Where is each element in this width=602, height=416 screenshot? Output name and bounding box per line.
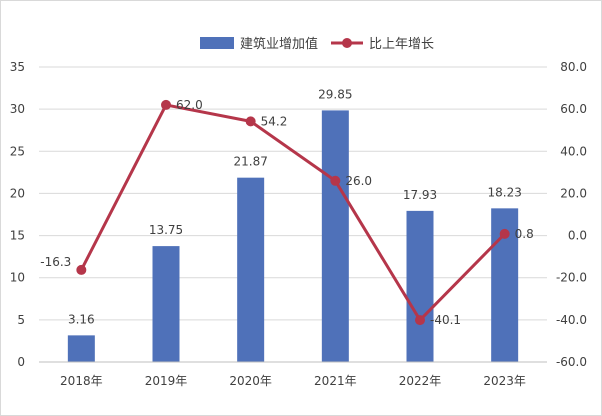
y-left-tick-label: 35 [10, 60, 25, 74]
x-tick-label: 2019年 [145, 374, 188, 388]
grid-lines [39, 66, 547, 363]
y-right-tick-label: 60.0 [560, 102, 587, 116]
y-right-tick-label: -20.0 [556, 271, 587, 285]
bar-value-label: 3.16 [68, 312, 95, 326]
growth-value-label: 54.2 [261, 114, 288, 128]
y-left-tick-label: 10 [10, 271, 25, 285]
y-right-tick-label: -60.0 [556, 355, 587, 369]
y-left-tick-label: 5 [17, 313, 25, 327]
x-tick-label: 2020年 [229, 374, 272, 388]
y-left-tick-label: 0 [17, 355, 25, 369]
growth-value-label: 26.0 [345, 174, 372, 188]
growth-point [161, 99, 171, 110]
legend-line-marker [342, 38, 352, 48]
growth-point [76, 264, 87, 275]
y-left-tick-label: 30 [10, 102, 25, 116]
data-labels: 3.16 13.75 21.87 29.85 17.93 18.23 -16.3 62.0 54… [40, 87, 533, 327]
growth-value-label: 62.0 [176, 98, 203, 112]
x-tick-label: 2021年 [314, 374, 357, 388]
bar [152, 246, 180, 362]
x-tick-label: 2018年 [60, 374, 103, 388]
line-series [76, 99, 510, 326]
growth-point [245, 116, 256, 127]
bar [406, 210, 434, 362]
bar-value-label: 13.75 [149, 223, 183, 237]
legend-bar-swatch [200, 37, 234, 49]
y-right-tick-label: 40.0 [560, 144, 587, 158]
y-right-tick-label: 0.0 [568, 229, 587, 243]
bar [67, 335, 95, 362]
growth-value-label: 0.8 [515, 227, 534, 241]
legend-bar-label: 建筑业增加值 [240, 36, 318, 52]
x-tick-label: 2023年 [483, 374, 526, 388]
bar-value-label: 21.87 [233, 155, 267, 169]
y-left-tick-label: 20 [10, 186, 25, 200]
y-left-tick-label: 25 [10, 144, 25, 158]
bar-value-label: 29.85 [318, 87, 352, 101]
legend: 建筑业增加值 比上年增长 [200, 36, 434, 52]
y-right-tick-label: 20.0 [560, 186, 587, 200]
growth-value-label: -40.1 [430, 313, 461, 327]
y-right-tick-label: 80.0 [560, 60, 587, 74]
growth-value-label: -16.3 [40, 255, 71, 269]
growth-point [415, 315, 425, 326]
y-left-tick-label: 15 [10, 229, 25, 243]
axes: 0 5 10 15 20 25 30 35 -60.0 -40.0 -20.0 0.0 20.0 40.0… [10, 60, 587, 388]
growth-point [330, 175, 341, 186]
y-right-tick-label: -40.0 [556, 313, 587, 327]
legend-line-label: 比上年增长 [369, 37, 434, 52]
bar-value-label: 17.93 [403, 188, 437, 202]
bar-series [67, 110, 519, 363]
growth-line [79, 103, 506, 322]
bar-value-label: 18.23 [487, 185, 521, 199]
x-tick-label: 2022年 [399, 374, 442, 388]
bar [321, 110, 349, 363]
bar [237, 177, 265, 362]
growth-point [499, 228, 510, 239]
